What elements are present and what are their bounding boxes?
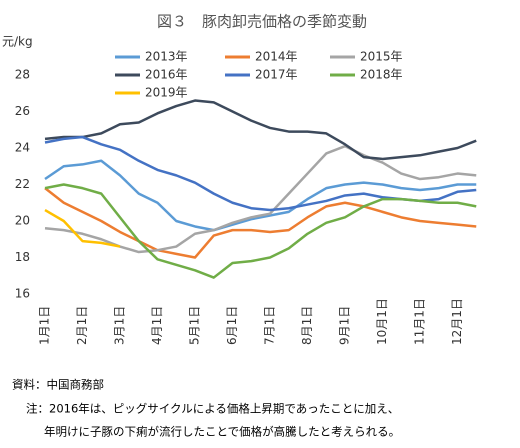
x-tick-label: 11月1日 bbox=[413, 298, 427, 345]
x-tick-label: 5月1日 bbox=[188, 306, 202, 345]
series-line bbox=[44, 183, 477, 279]
y-tick-label: 18 bbox=[15, 250, 30, 264]
legend-label: 2019年 bbox=[145, 86, 188, 100]
x-tick-label: 3月1日 bbox=[113, 306, 127, 345]
x-tick-label: 7月1日 bbox=[263, 306, 277, 345]
x-tick-label: 4月1日 bbox=[150, 306, 164, 345]
legend-label: 2014年 bbox=[255, 50, 298, 64]
source: 資料：中国商務部 bbox=[12, 378, 104, 392]
x-tick-label: 2月1日 bbox=[75, 306, 89, 345]
y-tick-label: 20 bbox=[15, 214, 30, 228]
x-tick-label: 9月1日 bbox=[338, 306, 352, 345]
x-tick-label: 6月1日 bbox=[225, 306, 239, 345]
y-tick-label: 16 bbox=[15, 287, 30, 301]
legend-label: 2018年 bbox=[360, 68, 403, 82]
series-line bbox=[44, 159, 477, 232]
chart-title: 図３ 豚肉卸売価格の季節変動 bbox=[157, 13, 367, 31]
x-tick-label: 1月1日 bbox=[38, 306, 52, 345]
x-tick-label: 10月1日 bbox=[375, 298, 389, 345]
note-line: 年明けに子豚の下痢が流行したことで価格が高騰したと考えられる。 bbox=[44, 425, 400, 439]
series-line bbox=[44, 99, 477, 161]
y-tick-label: 26 bbox=[15, 104, 30, 118]
y-tick-label: 24 bbox=[15, 141, 30, 155]
y-tick-label: 28 bbox=[15, 68, 30, 82]
note-line: 注：2016年は、ピッグサイクルによる価格上昇期であったことに加え、 bbox=[26, 402, 399, 416]
legend-label: 2017年 bbox=[255, 68, 298, 82]
y-tick-label: 22 bbox=[15, 177, 30, 191]
series-line bbox=[44, 187, 477, 259]
x-tick-label: 8月1日 bbox=[300, 306, 314, 345]
x-tick-label: 12月1日 bbox=[450, 298, 464, 345]
series-line bbox=[44, 208, 121, 248]
legend-label: 2016年 bbox=[145, 68, 188, 82]
legend-label: 2015年 bbox=[360, 50, 403, 64]
legend-label: 2013年 bbox=[145, 50, 188, 64]
y-axis-label: 元/kg bbox=[2, 35, 33, 49]
